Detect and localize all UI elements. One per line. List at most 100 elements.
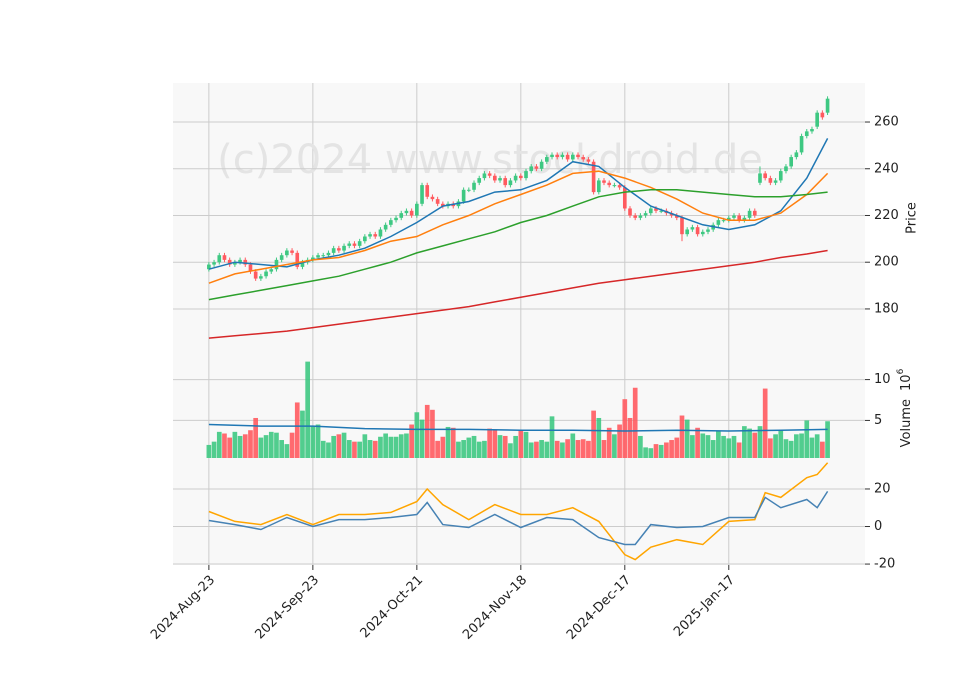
x-tick-label: 2024-Nov-18 — [460, 573, 530, 643]
candle-body — [394, 217, 398, 221]
candle-body — [461, 189, 466, 202]
candle-body — [622, 187, 627, 209]
line-series — [208, 490, 829, 546]
candle-body — [550, 154, 554, 158]
volume-bar — [518, 430, 524, 458]
volume-bar — [622, 399, 628, 458]
candle-body — [654, 208, 658, 211]
volume-bar — [284, 444, 290, 458]
volume-bar — [409, 424, 414, 458]
volume-bar — [768, 438, 773, 458]
candle-body — [799, 136, 804, 153]
candle-body — [612, 185, 617, 187]
candle-body — [815, 112, 819, 127]
y-tick-label: 220 — [874, 208, 899, 223]
candle-body — [243, 259, 248, 265]
candle-body — [747, 210, 752, 218]
candle-body — [519, 175, 523, 179]
volume-bar — [825, 421, 830, 458]
candle-body — [347, 243, 352, 246]
volume-bar — [794, 434, 799, 458]
volume-bar — [253, 417, 259, 458]
y-tick-label: -20 — [874, 557, 895, 572]
volume-bar — [601, 440, 607, 458]
candle-body — [633, 215, 638, 218]
candle-body — [300, 262, 305, 267]
x-tick-label: 2024-Dec-17 — [564, 573, 634, 643]
volume-bar — [388, 436, 394, 458]
volume-bar — [544, 441, 550, 458]
volume-bar — [570, 433, 576, 458]
candle-body — [508, 180, 513, 186]
candle-body — [581, 157, 586, 160]
volume-bar — [492, 429, 498, 458]
line-series — [208, 170, 829, 284]
candle-body — [737, 215, 742, 221]
volume-bar — [513, 435, 518, 458]
volume-bar — [487, 428, 492, 458]
candle-body — [274, 259, 279, 270]
candle-body — [467, 189, 471, 191]
volume-bar — [346, 440, 352, 458]
volume-bar — [456, 441, 461, 458]
candle-body — [337, 248, 341, 251]
volume-bar — [482, 440, 487, 458]
volume-bar — [716, 431, 721, 458]
candle-body — [804, 131, 809, 137]
volume-bar — [757, 426, 763, 458]
y-tick-label: 260 — [874, 115, 899, 130]
y-axis-label-text: Volume — [899, 399, 914, 447]
volume-bar — [414, 412, 420, 458]
candle-body — [295, 252, 300, 267]
candle-body — [617, 185, 622, 188]
y-axis-label: Price — [905, 202, 920, 234]
line-series — [208, 189, 828, 301]
candle-body — [373, 234, 378, 237]
volume-bar — [695, 427, 700, 458]
candle-body — [253, 271, 258, 279]
volume-bar — [279, 440, 285, 458]
candle-body — [430, 196, 435, 200]
volume-bar — [222, 433, 227, 458]
volume-bar — [258, 437, 264, 458]
volume-bar — [336, 434, 342, 458]
volume-bar — [341, 432, 347, 458]
volume-bar — [362, 434, 368, 458]
candle-body — [404, 210, 409, 214]
volume-bar — [466, 437, 472, 458]
volume-bar — [450, 427, 456, 458]
volume-bar — [471, 435, 477, 458]
candle-body — [742, 217, 747, 221]
volume-bar — [820, 441, 825, 458]
volume-bar — [206, 444, 212, 458]
candle-body — [383, 224, 388, 230]
candle-body — [607, 182, 612, 186]
candle-body — [498, 178, 502, 181]
volume-bar — [580, 439, 586, 458]
volume-bar — [357, 441, 362, 458]
candle-body — [555, 154, 560, 158]
volume-bar — [383, 433, 388, 458]
volume-bar — [378, 436, 383, 458]
candle-body — [493, 175, 497, 181]
volume-bar — [419, 419, 425, 458]
offset-base: 10 — [899, 374, 914, 391]
y-tick-label: 0 — [874, 519, 882, 534]
candle-body — [415, 203, 419, 216]
volume-bar — [773, 434, 778, 458]
volume-bar — [679, 415, 685, 458]
line-series — [208, 423, 828, 432]
volume-bar — [440, 436, 446, 458]
volume-bar — [424, 404, 430, 458]
volume-bar — [227, 437, 233, 458]
plot-background — [173, 83, 865, 351]
candle-body — [643, 213, 648, 216]
volume-bar — [528, 442, 534, 458]
candle-body — [690, 227, 695, 230]
candle-body — [227, 259, 232, 265]
candle-body — [768, 178, 773, 183]
volume-bar — [248, 430, 253, 458]
x-tick-label: 2024-Aug-23 — [148, 573, 218, 643]
volume-bar — [632, 387, 638, 458]
volume-bar — [560, 442, 565, 458]
